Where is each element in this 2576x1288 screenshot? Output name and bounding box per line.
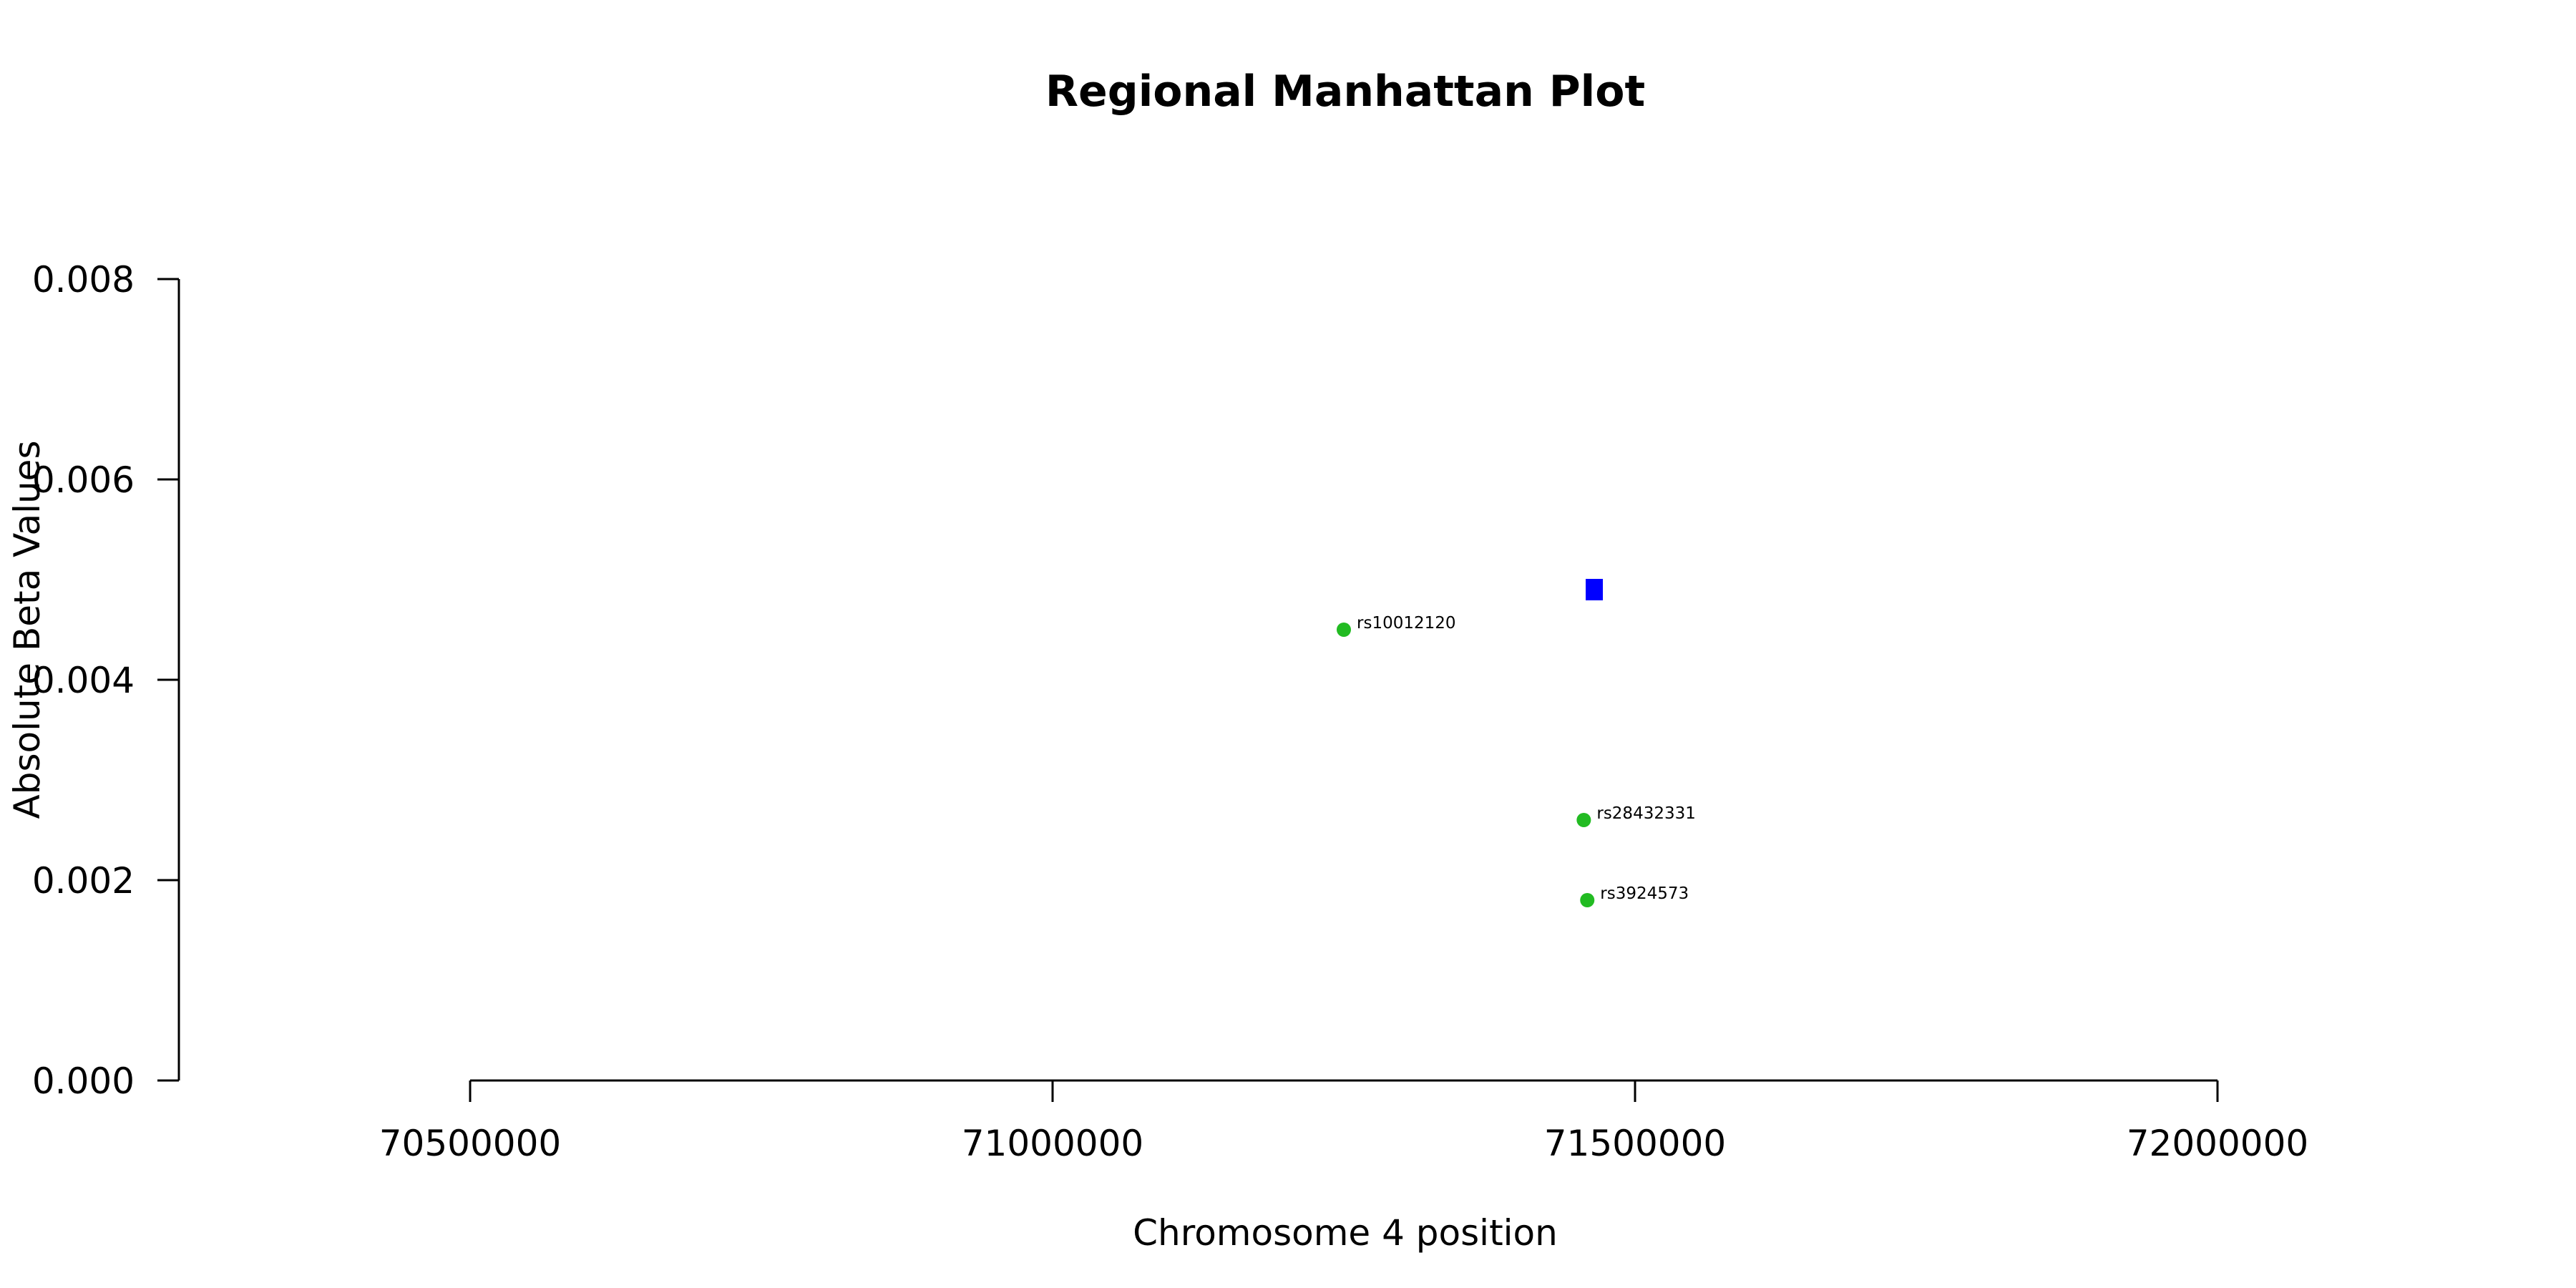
y-tick-label: 0.000 (32, 1060, 135, 1102)
y-axis: 0.000 0.002 0.004 0.006 0.008 (32, 259, 180, 1102)
x-axis-label: Chromosome 4 position (1133, 1212, 1558, 1254)
y-tick-label: 0.002 (32, 860, 135, 902)
point-label: rs28432331 (1596, 804, 1696, 823)
x-axis: 70500000 71000000 71500000 72000000 (379, 1079, 2309, 1164)
point-label: rs10012120 (1357, 614, 1456, 633)
y-tick-label: 0.006 (32, 459, 135, 501)
data-point (1576, 813, 1591, 827)
y-axis-label: Absolute Beta Values (6, 441, 48, 819)
point-label: rs3924573 (1600, 884, 1689, 903)
y-tick-label: 0.004 (32, 660, 135, 701)
x-tick-label: 71000000 (962, 1123, 1144, 1164)
x-tick-label: 70500000 (379, 1123, 562, 1164)
data-points: rs10012120 rs28432331 rs3924573 (1337, 579, 1696, 907)
data-point-square (1586, 579, 1604, 600)
x-tick-label: 72000000 (2127, 1123, 2309, 1164)
data-point (1580, 893, 1595, 907)
chart-title: Regional Manhattan Plot (1045, 67, 1645, 117)
y-tick-label: 0.008 (32, 259, 135, 301)
data-point (1337, 623, 1351, 637)
x-tick-label: 71500000 (1544, 1123, 1727, 1164)
